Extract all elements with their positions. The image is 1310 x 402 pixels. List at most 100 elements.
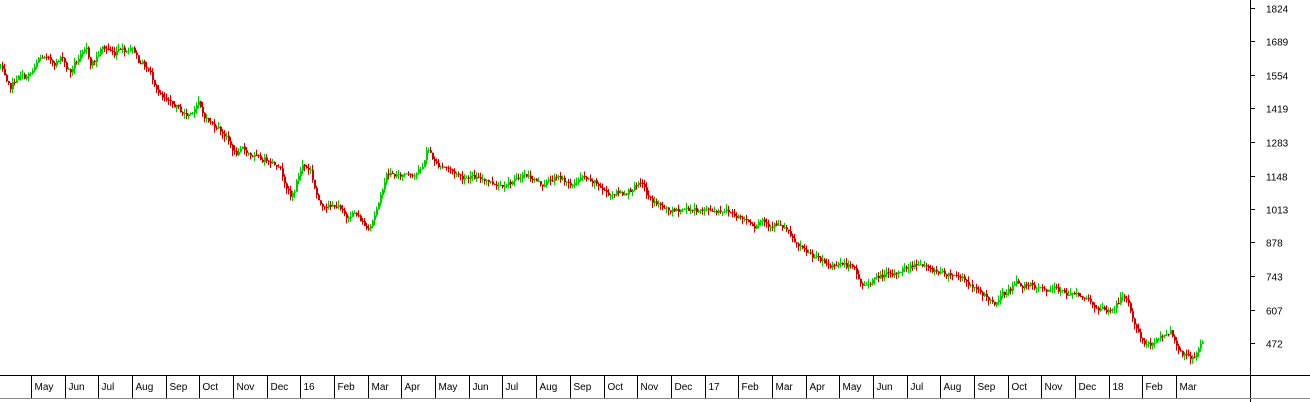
price-bar-body bbox=[696, 208, 698, 213]
x-tick-label: Dec bbox=[271, 382, 289, 393]
price-bar bbox=[978, 285, 980, 294]
price-bar bbox=[786, 224, 788, 233]
price-bar-body bbox=[782, 225, 784, 228]
price-bar bbox=[332, 201, 334, 207]
price-bar bbox=[936, 265, 938, 275]
price-bar-body bbox=[764, 219, 766, 223]
price-bar bbox=[658, 200, 660, 208]
price-bar-body bbox=[810, 252, 812, 254]
y-tick-label: 607 bbox=[1266, 307, 1283, 318]
price-bar-body bbox=[776, 223, 778, 226]
price-bar-body bbox=[674, 208, 676, 211]
price-bar-body bbox=[54, 62, 56, 66]
price-bar-body bbox=[1132, 311, 1134, 319]
price-bar-body bbox=[444, 166, 446, 168]
y-tick-label: 1554 bbox=[1266, 72, 1289, 83]
price-bar bbox=[1176, 337, 1178, 351]
price-bar bbox=[904, 263, 906, 272]
price-bar-body bbox=[80, 54, 82, 60]
y-tick-label: 1013 bbox=[1266, 206, 1289, 217]
price-bar bbox=[306, 164, 308, 169]
price-bar-body bbox=[964, 276, 966, 280]
price-bar-body bbox=[220, 126, 222, 132]
price-bar-body bbox=[238, 151, 240, 155]
price-bar bbox=[1196, 351, 1198, 361]
price-bar bbox=[188, 113, 190, 120]
price-bar bbox=[716, 209, 718, 216]
price-bar bbox=[314, 179, 316, 190]
price-bar bbox=[232, 143, 234, 157]
price-bar-body bbox=[456, 173, 458, 175]
price-bar bbox=[652, 195, 654, 209]
price-bar bbox=[672, 206, 674, 217]
price-bar bbox=[1076, 287, 1078, 297]
price-bar bbox=[768, 219, 770, 232]
price-bar-body bbox=[856, 267, 858, 275]
price-bar bbox=[348, 215, 350, 223]
price-bar-body bbox=[272, 161, 274, 164]
price-bar-body bbox=[246, 150, 248, 154]
price-bar bbox=[470, 170, 472, 184]
price-bar-body bbox=[316, 187, 318, 195]
price-bar-body bbox=[728, 209, 730, 213]
price-bar bbox=[918, 261, 920, 266]
price-bar bbox=[500, 180, 502, 187]
price-bar bbox=[994, 301, 996, 307]
price-bar bbox=[286, 182, 288, 194]
price-bar-body bbox=[398, 174, 400, 176]
price-bar bbox=[856, 264, 858, 280]
price-bar-body bbox=[428, 150, 430, 152]
price-bar-body bbox=[364, 221, 366, 226]
price-bar-body bbox=[616, 190, 618, 196]
price-bar-body bbox=[524, 174, 526, 176]
price-bar-body bbox=[842, 262, 844, 265]
price-bar bbox=[654, 196, 656, 207]
price-bar bbox=[212, 120, 214, 126]
price-bar-body bbox=[904, 267, 906, 269]
price-bar bbox=[740, 214, 742, 220]
price-bar bbox=[294, 189, 296, 199]
price-bar-body bbox=[966, 279, 968, 282]
price-bar bbox=[308, 163, 310, 175]
price-bar bbox=[722, 211, 724, 216]
price-bar-body bbox=[264, 157, 266, 162]
price-bar-body bbox=[590, 178, 592, 181]
price-bar-body bbox=[1030, 283, 1032, 286]
price-bar bbox=[1202, 340, 1204, 345]
price-bar-body bbox=[916, 264, 918, 266]
price-bar-body bbox=[406, 173, 408, 175]
price-bar-body bbox=[82, 51, 84, 55]
price-bar bbox=[1152, 342, 1154, 350]
x-tick-label: Apr bbox=[810, 382, 826, 393]
price-bar-body bbox=[882, 274, 884, 278]
price-bar-body bbox=[474, 174, 476, 179]
price-bar-body bbox=[352, 212, 354, 217]
price-bar bbox=[186, 108, 188, 120]
price-bar-body bbox=[1054, 286, 1056, 289]
price-bar-body bbox=[1042, 287, 1044, 289]
price-bar bbox=[664, 204, 666, 209]
price-bar-body bbox=[438, 163, 440, 168]
price-bar-body bbox=[420, 169, 422, 171]
price-bar bbox=[642, 179, 644, 189]
price-bar-body bbox=[758, 221, 760, 226]
price-bar-body bbox=[704, 209, 706, 211]
price-bar bbox=[712, 208, 714, 212]
price-bar bbox=[224, 129, 226, 142]
y-tick-label: 1419 bbox=[1266, 105, 1289, 116]
price-bar bbox=[1012, 281, 1014, 295]
price-bar bbox=[674, 207, 676, 213]
price-bar-body bbox=[924, 265, 926, 267]
price-bar bbox=[778, 220, 780, 226]
price-bar bbox=[566, 181, 568, 187]
price-bar-body bbox=[1154, 342, 1156, 344]
price-bar-body bbox=[30, 73, 32, 75]
price-bar bbox=[838, 261, 840, 269]
price-bar-body bbox=[386, 173, 388, 183]
price-bar-body bbox=[1084, 297, 1086, 299]
price-bar-body bbox=[858, 274, 860, 280]
price-bar bbox=[1162, 334, 1164, 342]
price-bar bbox=[808, 249, 810, 254]
price-bar-body bbox=[76, 61, 78, 63]
price-bar-body bbox=[24, 74, 26, 79]
